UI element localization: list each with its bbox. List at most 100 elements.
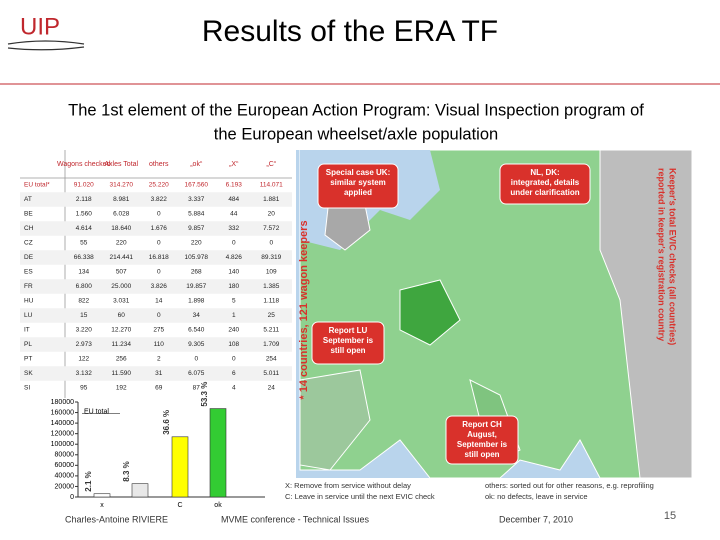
- row-label: EU total*: [24, 182, 50, 189]
- table-cell: 180: [228, 283, 239, 290]
- table-cell: 60: [118, 312, 126, 319]
- table-cell: 314.270: [110, 182, 134, 189]
- bar-annotation: 8.3 %: [122, 461, 131, 481]
- table-cell: 2.973: [76, 341, 93, 348]
- table-cell: 20: [268, 211, 276, 218]
- table-cell: 214.441: [110, 254, 134, 261]
- y-tick-label: 80000: [55, 452, 75, 459]
- row-label: ES: [24, 269, 33, 276]
- table-cell: 167.560: [185, 182, 209, 189]
- germany: [399, 279, 461, 346]
- table-cell: 0: [157, 211, 161, 218]
- footer-author: Charles-Antoine RIVIERE: [65, 514, 168, 524]
- table-cell: 69: [155, 385, 163, 392]
- table-cell: 9.857: [188, 225, 205, 232]
- table-cell: 95: [80, 385, 88, 392]
- legend-entry: C: Leave in service until the next EVIC …: [285, 492, 435, 501]
- row-band: [20, 308, 292, 323]
- table-cell: 4.614: [76, 225, 93, 232]
- callout-text: still open: [464, 450, 499, 459]
- table-cell: 220: [191, 240, 202, 247]
- footer-event: MVME conference - Technical Issues: [221, 514, 369, 524]
- table-cell: 25: [268, 312, 276, 319]
- callout-text: Special case UK:: [326, 168, 390, 177]
- chart-label: EU total: [84, 408, 109, 415]
- y-tick-label: 120000: [51, 431, 74, 438]
- table-cell: 507: [116, 269, 127, 276]
- table-cell: 114.071: [260, 182, 283, 189]
- row-label: FR: [24, 283, 33, 290]
- callout-text: NL, DK:: [530, 168, 559, 177]
- callout-text: Report CH: [462, 420, 502, 429]
- keeper-note: reported in keeper's registration countr…: [657, 168, 667, 341]
- table-cell: 1.676: [151, 225, 168, 232]
- bar: [171, 436, 189, 498]
- column-header: „C“: [266, 161, 276, 168]
- table-cell: 110: [154, 341, 165, 348]
- table-cell: 5.011: [263, 370, 279, 377]
- legend-entry: ok: no defects, leave in service: [485, 492, 588, 501]
- iberia: [299, 369, 371, 471]
- x-tick-label: x: [100, 502, 104, 509]
- table-cell: 18.640: [111, 225, 131, 232]
- table-cell: 4.826: [226, 254, 243, 261]
- table-cell: 4: [232, 385, 236, 392]
- column-header: „ok“: [190, 161, 203, 168]
- bar-annotation: 2.1 %: [84, 471, 93, 491]
- callout-text: Report LU: [329, 326, 368, 335]
- row-band: [20, 250, 292, 265]
- table-cell: 254: [266, 356, 277, 363]
- x-tick-label: C: [177, 502, 182, 509]
- table-cell: 5.211: [263, 327, 279, 334]
- callout: [317, 163, 399, 209]
- table-cell: 220: [116, 240, 127, 247]
- callout-text: September is: [457, 440, 508, 449]
- table-cell: 1.881: [263, 196, 280, 203]
- table-cell: 108: [228, 341, 239, 348]
- column-header: „X“: [229, 161, 239, 168]
- y-tick-label: 140000: [51, 420, 74, 427]
- table-cell: 6: [232, 370, 236, 377]
- table-cell: 31: [155, 370, 163, 377]
- bar-annotation: 53.3 %: [200, 382, 209, 407]
- table-cell: 11.590: [112, 370, 132, 377]
- row-label: CH: [24, 225, 34, 232]
- table-cell: 89.319: [261, 254, 281, 261]
- table-cell: 134: [78, 269, 89, 276]
- table-cell: 1.118: [263, 298, 279, 305]
- row-label: AT: [24, 196, 32, 203]
- table-cell: 5: [232, 298, 236, 305]
- callout-text: similar system: [330, 178, 386, 187]
- table-cell: 484: [228, 196, 239, 203]
- table-cell: 66.338: [74, 254, 94, 261]
- table-cell: 6.800: [76, 283, 93, 290]
- table-cell: 122: [78, 356, 89, 363]
- y-tick-label: 180000: [51, 399, 74, 406]
- y-tick-label: 20000: [55, 483, 75, 490]
- table-cell: 1.385: [263, 283, 280, 290]
- table-cell: 275: [153, 327, 164, 334]
- row-band: [20, 192, 292, 207]
- table-cell: 11.234: [112, 341, 132, 348]
- legend-entry: X: Remove from service without delay: [285, 481, 411, 490]
- table-cell: 1.898: [188, 298, 205, 305]
- y-tick-label: 160000: [51, 409, 74, 416]
- table-cell: 0: [157, 312, 161, 319]
- table-cell: 34: [193, 312, 201, 319]
- table-cell: 0: [194, 356, 198, 363]
- table-cell: 1: [232, 312, 236, 319]
- side-note: * 14 countries, 121 wagon keepers: [298, 220, 310, 399]
- table-cell: 14: [155, 298, 163, 305]
- table-cell: 55: [80, 240, 88, 247]
- table-cell: 332: [228, 225, 239, 232]
- y-tick-label: 60000: [55, 462, 75, 469]
- callout-text: still open: [330, 346, 365, 355]
- column-header: Axles Total: [104, 161, 138, 168]
- subtitle: The 1st element of the European Action P…: [68, 101, 644, 119]
- table-cell: 3.826: [151, 283, 168, 290]
- table-cell: 0: [232, 356, 236, 363]
- table-cell: 268: [191, 269, 202, 276]
- table-cell: 6.028: [113, 211, 130, 218]
- x-tick-label: ok: [214, 502, 222, 509]
- table-cell: 12.270: [111, 327, 131, 334]
